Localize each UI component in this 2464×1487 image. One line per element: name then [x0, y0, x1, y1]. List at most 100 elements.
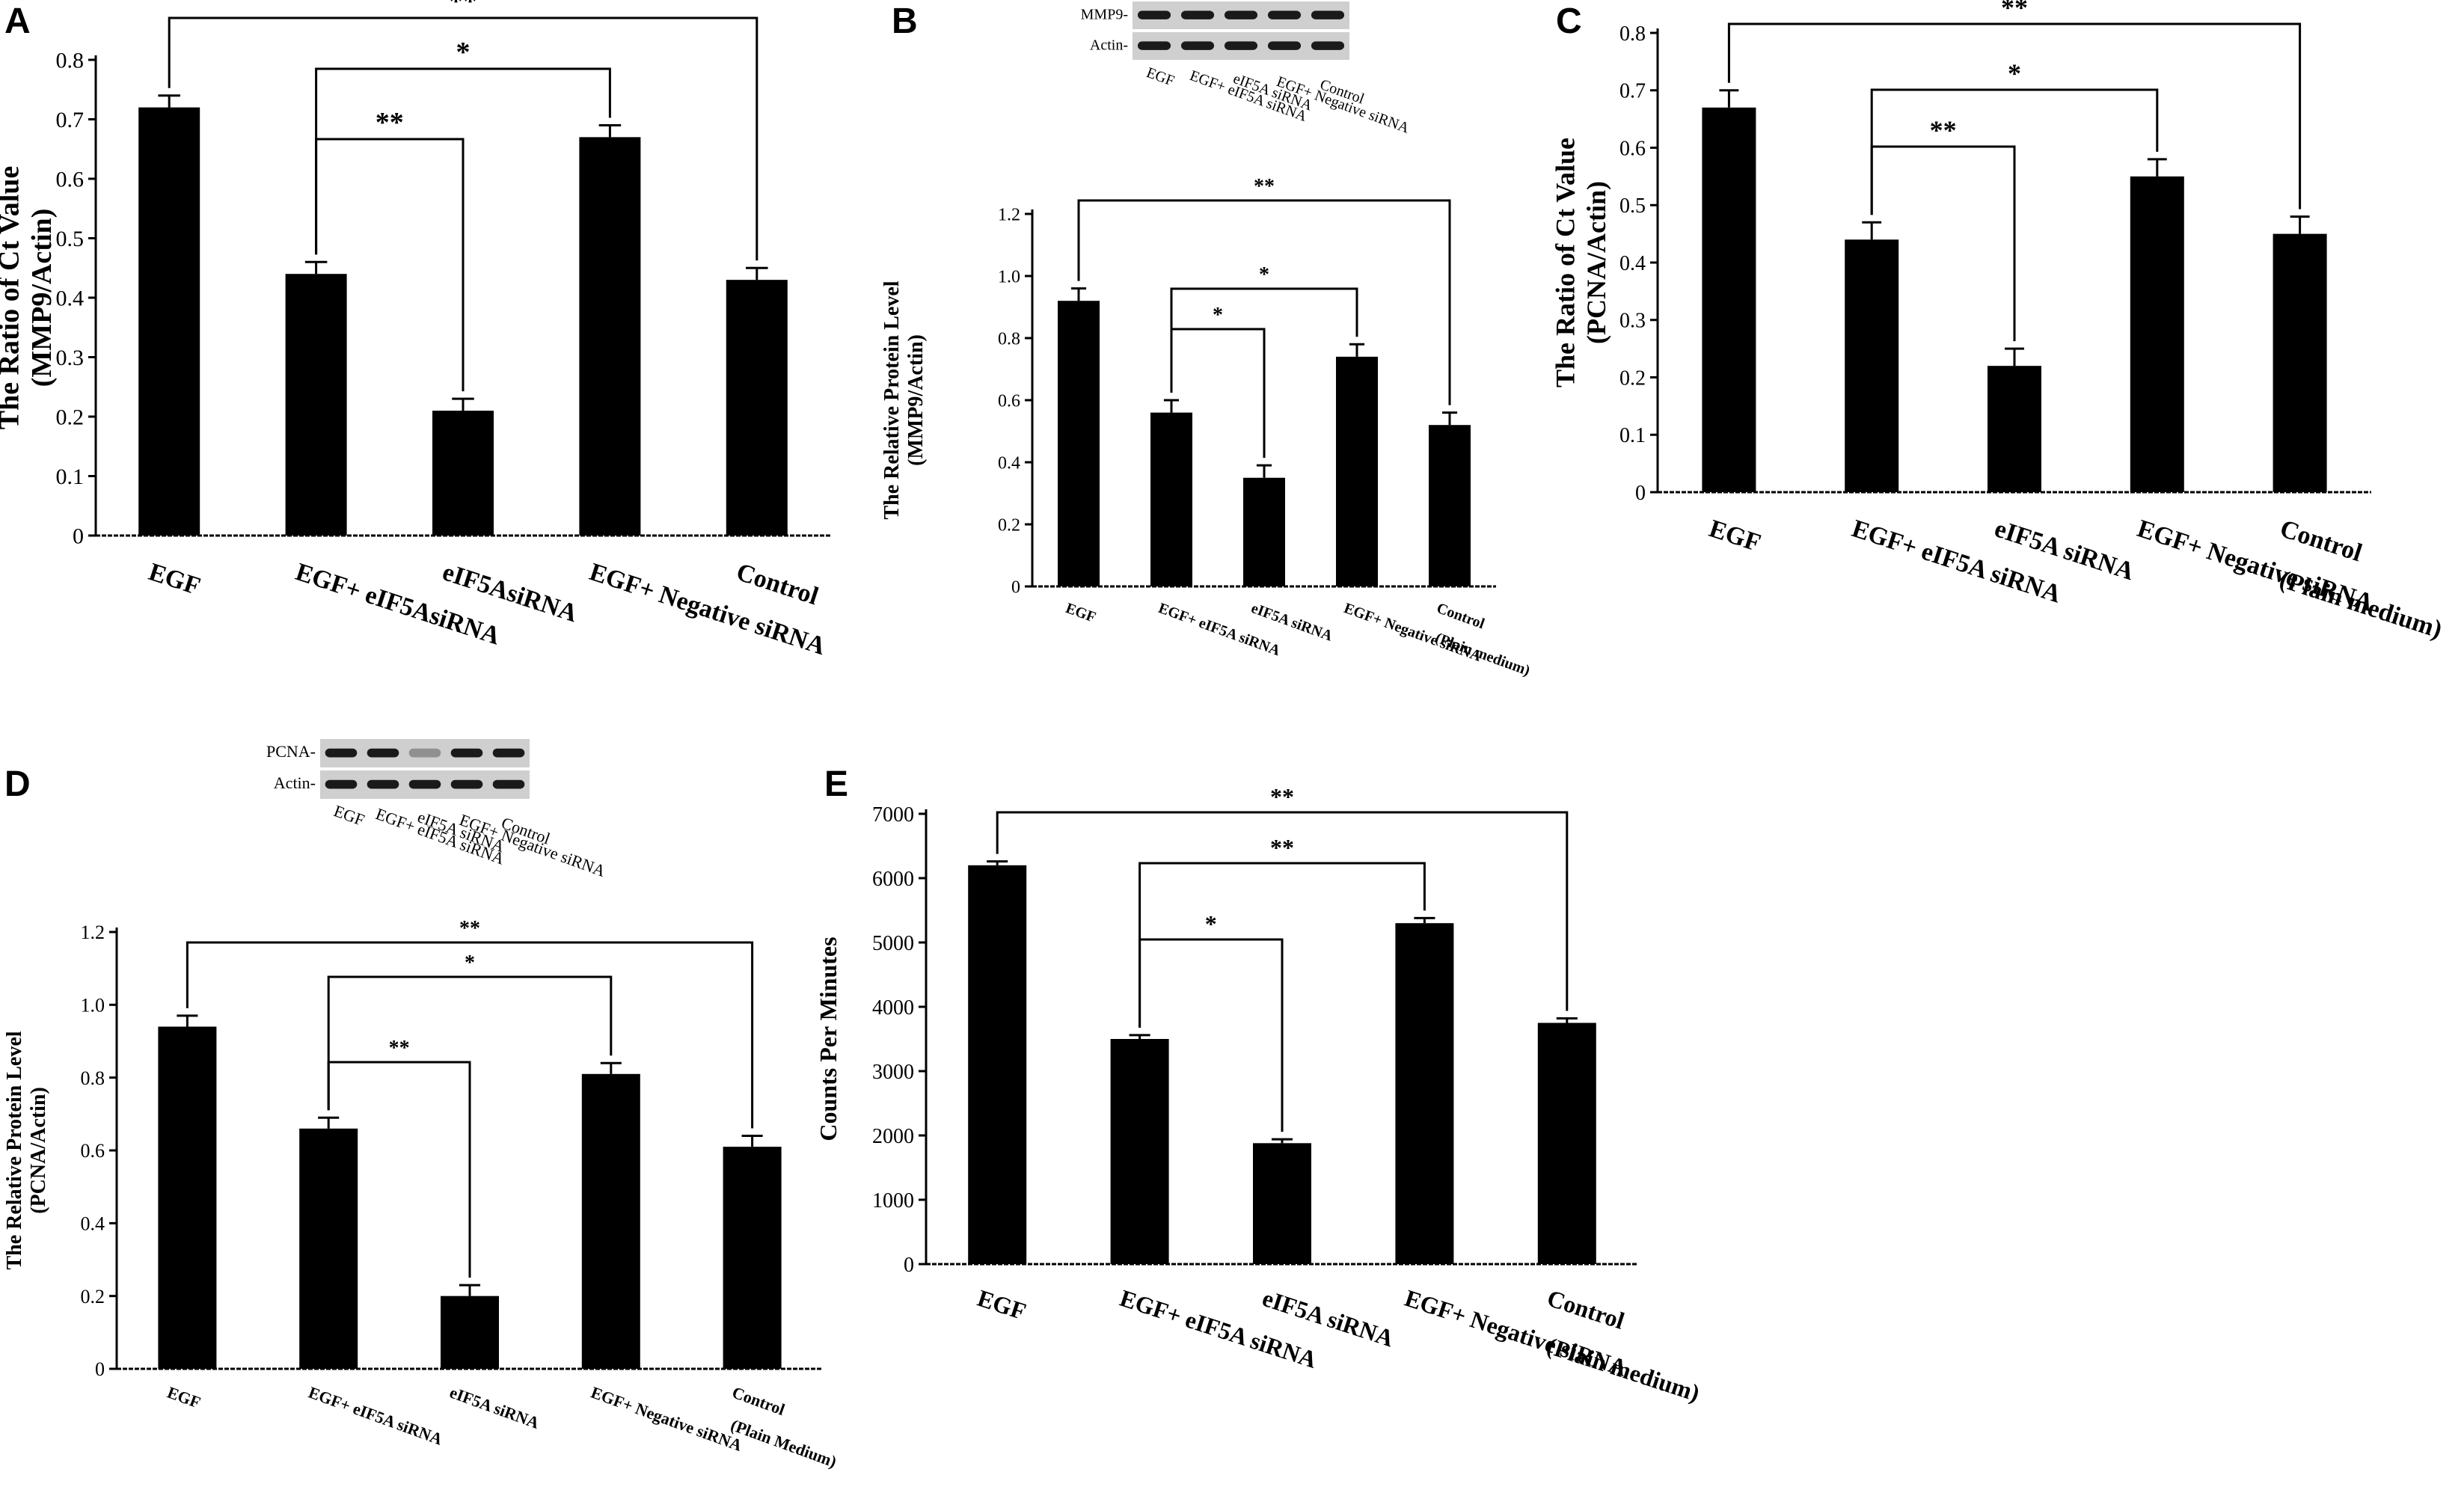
- y-tick-label: 1.0: [998, 267, 1020, 286]
- significance-label: **: [376, 107, 404, 138]
- y-tick-label: 7000: [872, 803, 914, 827]
- y-axis-label: Counts Per Minutes: [815, 936, 842, 1141]
- bar: [968, 865, 1027, 1264]
- panel-letter: C: [1556, 1, 1582, 41]
- bar: [1395, 923, 1454, 1264]
- blot-row-label: Actin-: [1090, 37, 1128, 53]
- y-tick-label: 0.8: [998, 329, 1020, 349]
- y-tick-label: 0.6: [56, 168, 85, 192]
- y-tick-label: 0.2: [1619, 367, 1646, 390]
- significance-bracket: [1870, 145, 2016, 342]
- blot-band: [1267, 41, 1302, 50]
- y-tick-label: 0.4: [1619, 252, 1646, 275]
- y-tick-label: 0.8: [1619, 22, 1646, 46]
- blot-band: [367, 779, 399, 789]
- y-tick-label: 0.4: [56, 286, 85, 311]
- blot-band: [408, 748, 441, 758]
- bar: [1110, 1039, 1169, 1264]
- y-tick-label: 0: [904, 1254, 914, 1277]
- y-tick-label: 0.8: [81, 1067, 105, 1089]
- blot-band: [492, 748, 525, 758]
- bar: [1243, 477, 1285, 586]
- blot-band: [325, 748, 358, 758]
- y-tick-label: 0.2: [998, 515, 1020, 535]
- panel-letter: D: [4, 764, 31, 804]
- y-axis-label-line: The Relative Protein Level: [880, 280, 904, 519]
- y-tick-label: 0.6: [1619, 137, 1646, 160]
- y-tick-label: 0.1: [1619, 424, 1646, 447]
- y-axis-label: The Ratio of Ct Value(MMP9/Actin): [0, 166, 58, 430]
- bar: [2130, 176, 2184, 492]
- y-tick-label: 0: [1011, 577, 1020, 597]
- y-axis-label-line: The Relative Protein Level: [3, 1031, 26, 1269]
- bar: [138, 107, 200, 536]
- bar: [579, 137, 641, 536]
- significance-label: **: [389, 1037, 410, 1060]
- y-tick-label: 6000: [872, 868, 914, 891]
- significance-label: **: [1254, 175, 1275, 198]
- significance-label: *: [1259, 263, 1269, 286]
- bar: [723, 1147, 782, 1369]
- blot-band: [492, 779, 525, 789]
- y-tick-label: 0: [1635, 482, 1646, 505]
- y-axis-label: The Relative Protein Level(PCNA/Actin): [3, 1031, 50, 1269]
- blot-row-label: Actin-: [274, 773, 316, 792]
- y-tick-label: 0.5: [56, 227, 85, 251]
- bar: [441, 1296, 499, 1369]
- y-axis-label: The Ratio of Ct Value(PCNA/Actin): [1551, 138, 1611, 387]
- bar: [432, 411, 494, 536]
- panel-letter: B: [892, 1, 918, 41]
- bar: [1150, 412, 1192, 586]
- y-axis-label-line: The Ratio of Ct Value: [0, 166, 25, 430]
- bar: [1845, 239, 1899, 492]
- y-axis-label-line: (MMP9/Actin): [904, 334, 928, 466]
- blot-band: [1224, 41, 1258, 50]
- y-axis-label-line: Counts Per Minutes: [815, 936, 842, 1141]
- significance-bracket: [996, 811, 1569, 1011]
- y-tick-label: 0.7: [56, 108, 85, 132]
- blot-band: [367, 748, 399, 758]
- y-tick-label: 0.3: [56, 346, 85, 370]
- y-tick-label: 0.5: [1619, 194, 1646, 218]
- y-tick-label: 2000: [872, 1125, 914, 1148]
- significance-bracket: [1077, 199, 1451, 405]
- significance-label: *: [1213, 304, 1223, 327]
- significance-label: *: [2008, 58, 2021, 88]
- y-tick-label: 3000: [872, 1061, 914, 1084]
- y-tick-label: 0.7: [1619, 80, 1646, 103]
- y-tick-label: 0.6: [81, 1140, 105, 1162]
- significance-bracket: [327, 975, 613, 1111]
- significance-label: *: [465, 951, 475, 975]
- y-tick-label: 1.2: [998, 205, 1020, 224]
- significance-bracket: [168, 16, 758, 261]
- blot-band: [1311, 41, 1345, 50]
- y-tick-label: 0: [95, 1358, 105, 1380]
- bar: [1988, 366, 2041, 492]
- blot-row-label: MMP9-: [1081, 6, 1128, 22]
- significance-label: **: [459, 917, 480, 940]
- bar: [1058, 301, 1100, 586]
- bar: [285, 274, 347, 536]
- y-tick-label: 4000: [872, 996, 914, 1020]
- significance-bracket: [327, 1061, 471, 1278]
- blot-band: [1180, 10, 1215, 19]
- y-tick-label: 1.0: [81, 994, 105, 1016]
- blot-band: [1267, 10, 1302, 19]
- significance-bracket: [315, 138, 465, 392]
- y-tick-label: 0.2: [81, 1286, 105, 1307]
- y-tick-label: 0: [73, 524, 84, 549]
- panel-letter: E: [824, 764, 848, 804]
- y-tick-label: 0.3: [1619, 310, 1646, 333]
- y-tick-label: 0.4: [81, 1212, 105, 1234]
- blot-band: [450, 779, 483, 789]
- blot-band: [1224, 10, 1258, 19]
- blot-band: [1311, 10, 1345, 19]
- blot-band: [408, 779, 441, 789]
- y-tick-label: 1.2: [81, 922, 105, 943]
- y-axis-label-line: (PCNA/Actin): [1581, 181, 1611, 344]
- bar: [726, 280, 788, 536]
- bar: [2273, 233, 2327, 492]
- blot-band: [1137, 10, 1171, 19]
- significance-label: **: [449, 0, 477, 17]
